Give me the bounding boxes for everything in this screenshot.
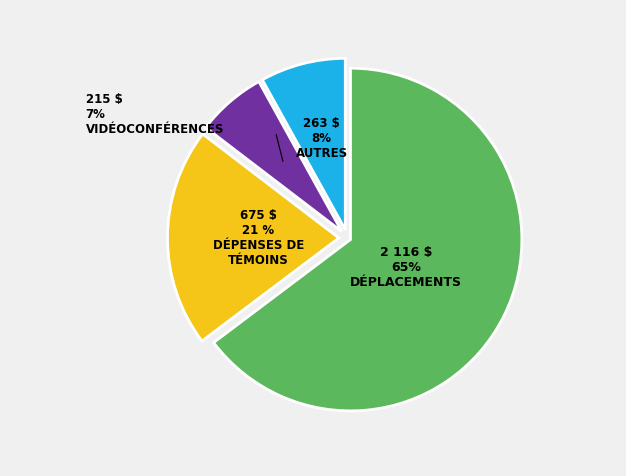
Text: 215 $
7%
VIDÉOCONFÉRENCES: 215 $ 7% VIDÉOCONFÉRENCES <box>86 93 224 136</box>
Text: 263 $
8%
AUTRES: 263 $ 8% AUTRES <box>295 117 348 160</box>
Wedge shape <box>213 68 522 411</box>
Text: 2 116 $
65%
DÉPLACEMENTS: 2 116 $ 65% DÉPLACEMENTS <box>350 246 462 288</box>
Wedge shape <box>168 134 339 341</box>
Text: 675 $
21 %
DÉPENSES DE
TÉMOINS: 675 $ 21 % DÉPENSES DE TÉMOINS <box>213 208 304 267</box>
Wedge shape <box>262 59 346 230</box>
Wedge shape <box>205 81 342 231</box>
